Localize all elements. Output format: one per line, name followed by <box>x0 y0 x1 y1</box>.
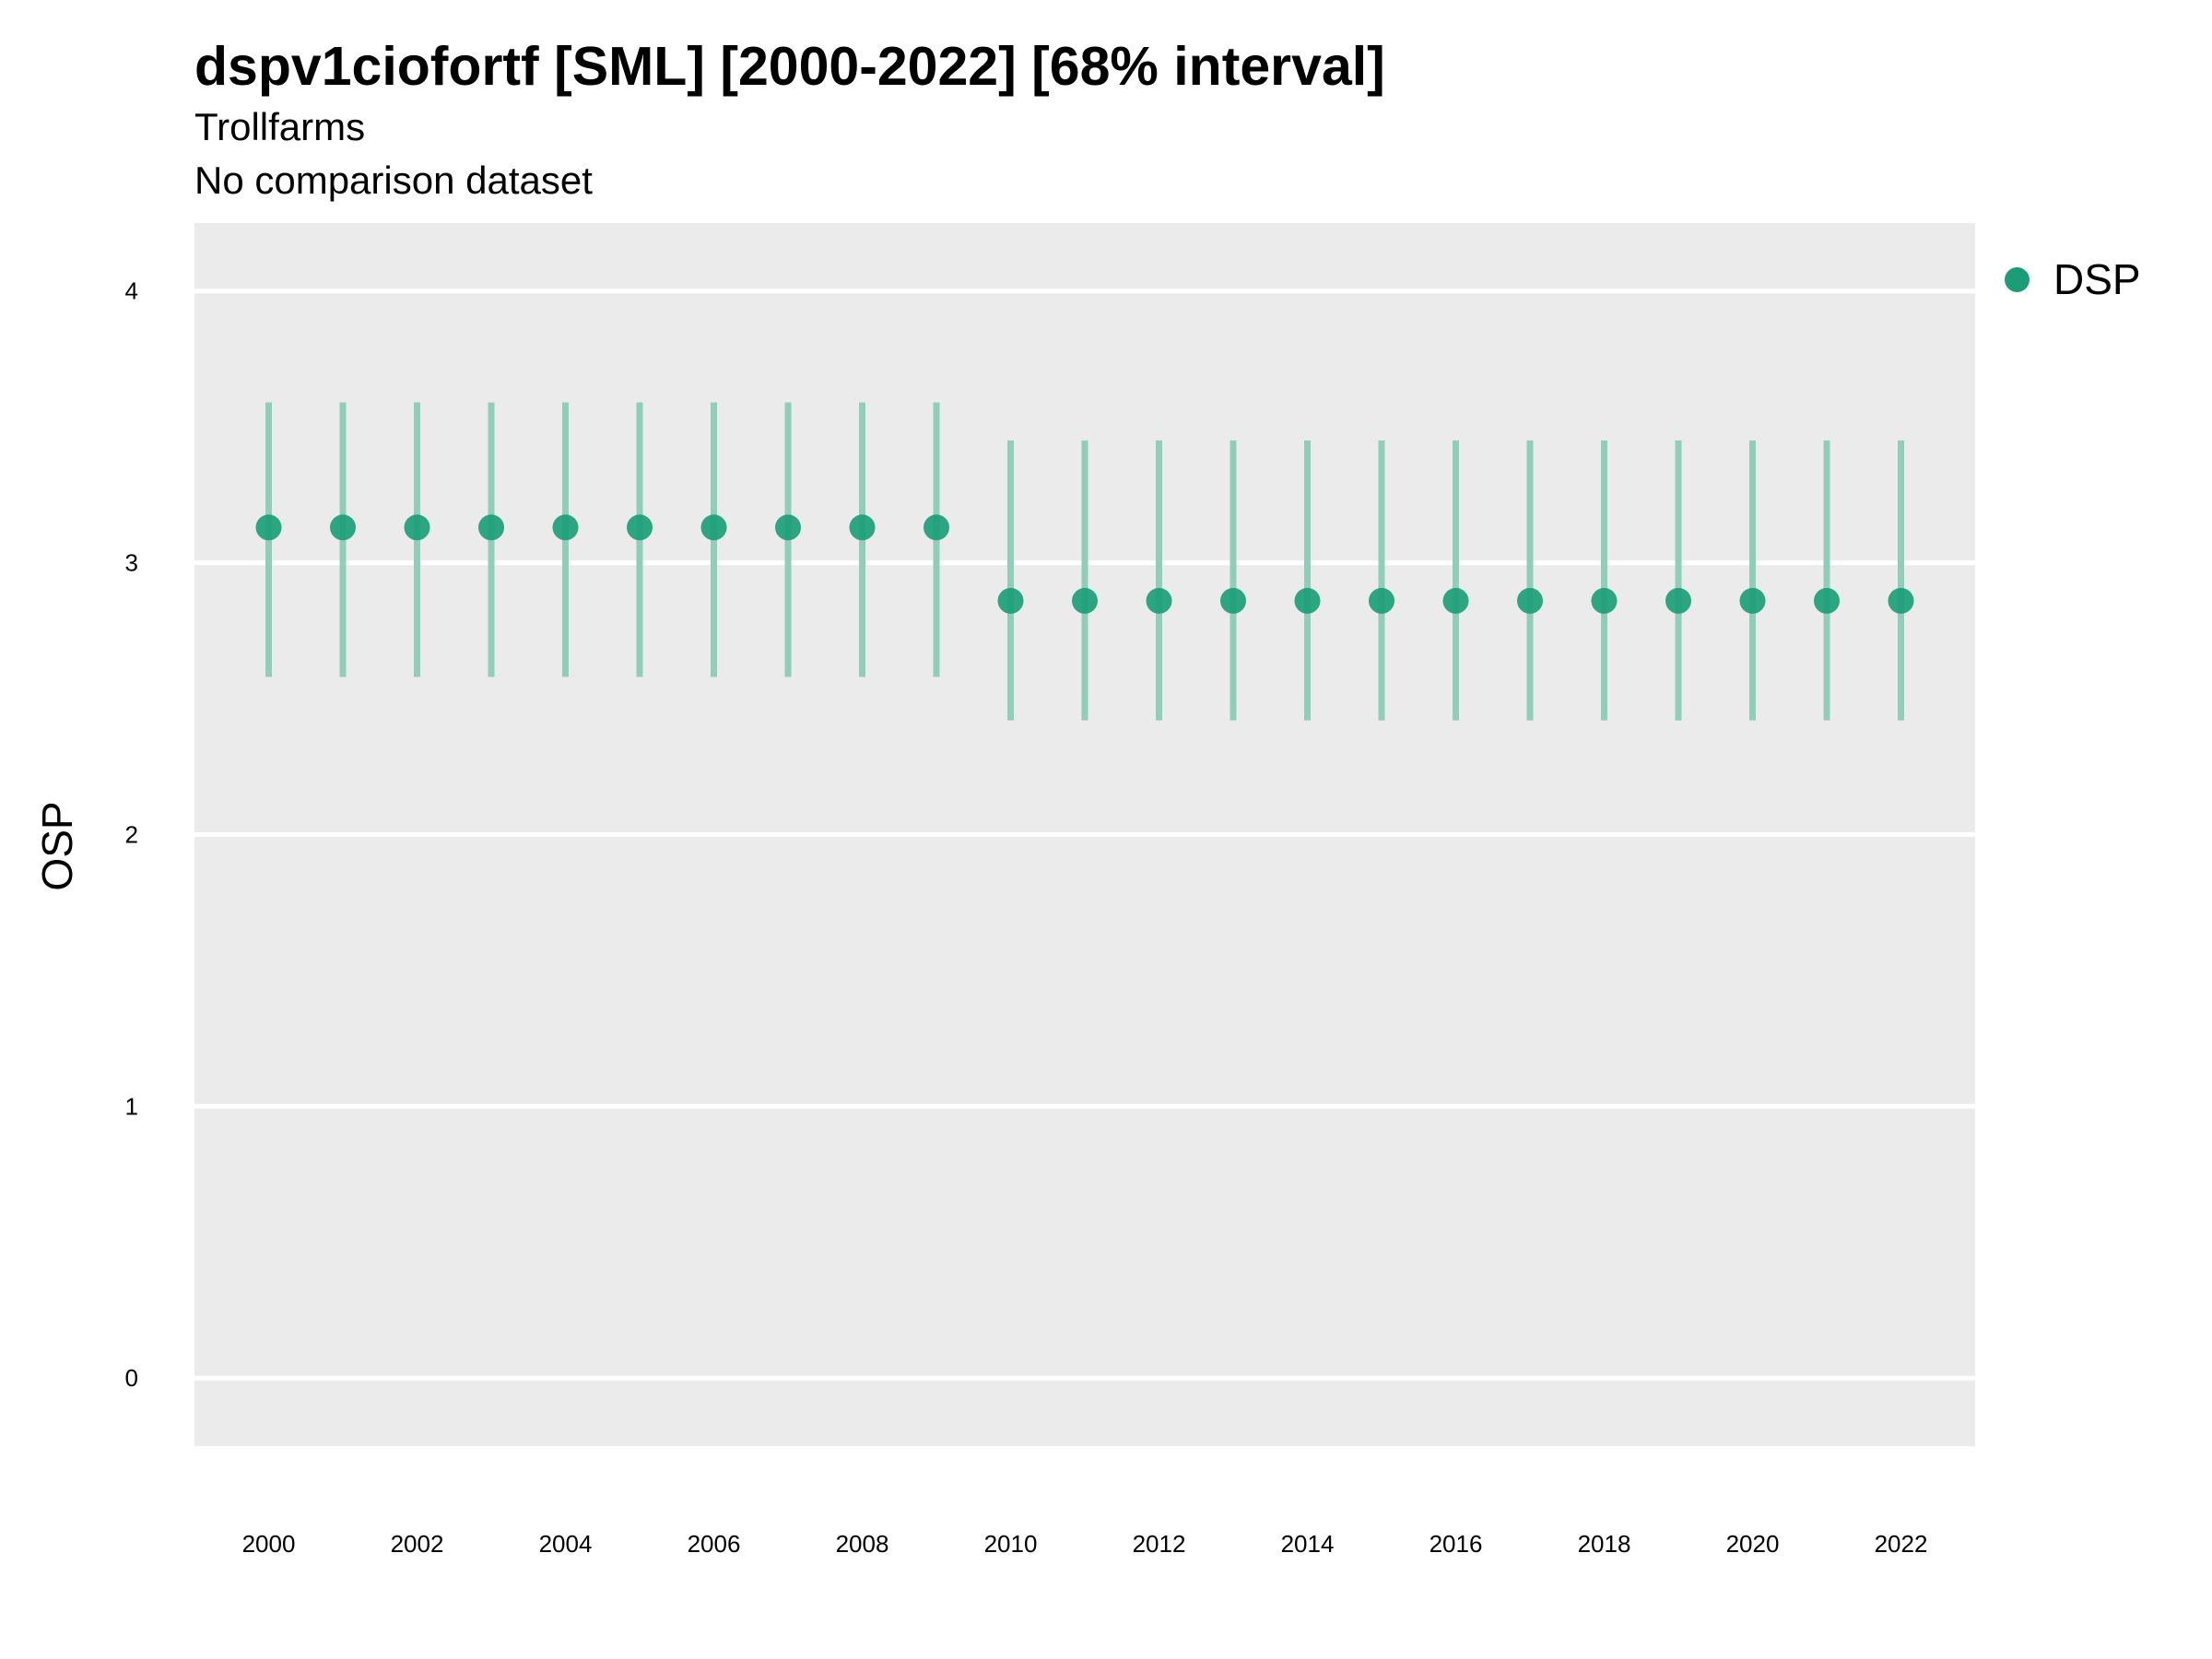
data-point <box>404 514 430 541</box>
data-point <box>924 514 949 541</box>
chart-subtitle-comparison: No comparison dataset <box>194 159 593 202</box>
y-tick-label: 2 <box>125 820 138 848</box>
data-point <box>627 514 653 541</box>
y-tick-label: 0 <box>125 1364 138 1392</box>
data-point <box>330 514 356 541</box>
x-tick-label: 2016 <box>1430 1530 1483 1558</box>
data-point <box>1814 587 1840 614</box>
x-tick-labels: 2000 2002 2004 2006 2008 2010 2012 2014 2016 2018… <box>242 1530 1928 1558</box>
data-point <box>1072 587 1098 614</box>
x-tick-label: 2002 <box>391 1530 444 1558</box>
x-tick-label: 2010 <box>984 1530 1038 1558</box>
data-point <box>255 514 282 541</box>
chart-subtitle: Trollfarms <box>194 105 366 148</box>
data-points <box>255 514 1914 614</box>
data-point <box>1442 587 1469 614</box>
data-point <box>1591 587 1618 614</box>
data-point <box>1665 587 1691 614</box>
data-point <box>775 514 801 541</box>
data-point <box>700 514 727 541</box>
x-tick-label: 2004 <box>539 1530 593 1558</box>
data-point <box>552 514 579 541</box>
data-point <box>1294 587 1321 614</box>
x-tick-label: 2000 <box>242 1530 296 1558</box>
x-tick-label: 2014 <box>1281 1530 1335 1558</box>
x-tick-label: 2022 <box>1875 1530 1928 1558</box>
data-point <box>1369 587 1394 614</box>
y-tick-labels: 0 1 2 3 4 <box>125 277 138 1393</box>
x-tick-label: 2008 <box>836 1530 889 1558</box>
x-tick-label: 2006 <box>688 1530 741 1558</box>
data-point <box>997 587 1024 614</box>
y-tick-label: 4 <box>125 277 138 305</box>
legend-key-dsp <box>2005 266 2030 292</box>
data-point <box>1146 587 1172 614</box>
chart-title: dspv1ciofortf [SML] [2000-2022] [68% int… <box>194 36 1385 97</box>
x-tick-label: 2020 <box>1726 1530 1780 1558</box>
data-point <box>1517 587 1543 614</box>
x-tick-label: 2012 <box>1133 1530 1186 1558</box>
data-point <box>478 514 504 541</box>
data-point <box>1888 587 1914 614</box>
data-point <box>849 514 876 541</box>
y-tick-label: 1 <box>125 1092 138 1120</box>
legend-label-dsp: DSP <box>2053 255 2141 303</box>
data-point <box>1220 587 1246 614</box>
legend: DSP <box>2005 255 2141 303</box>
y-tick-label: 3 <box>125 548 138 576</box>
data-point <box>1739 587 1766 614</box>
x-tick-label: 2018 <box>1578 1530 1631 1558</box>
